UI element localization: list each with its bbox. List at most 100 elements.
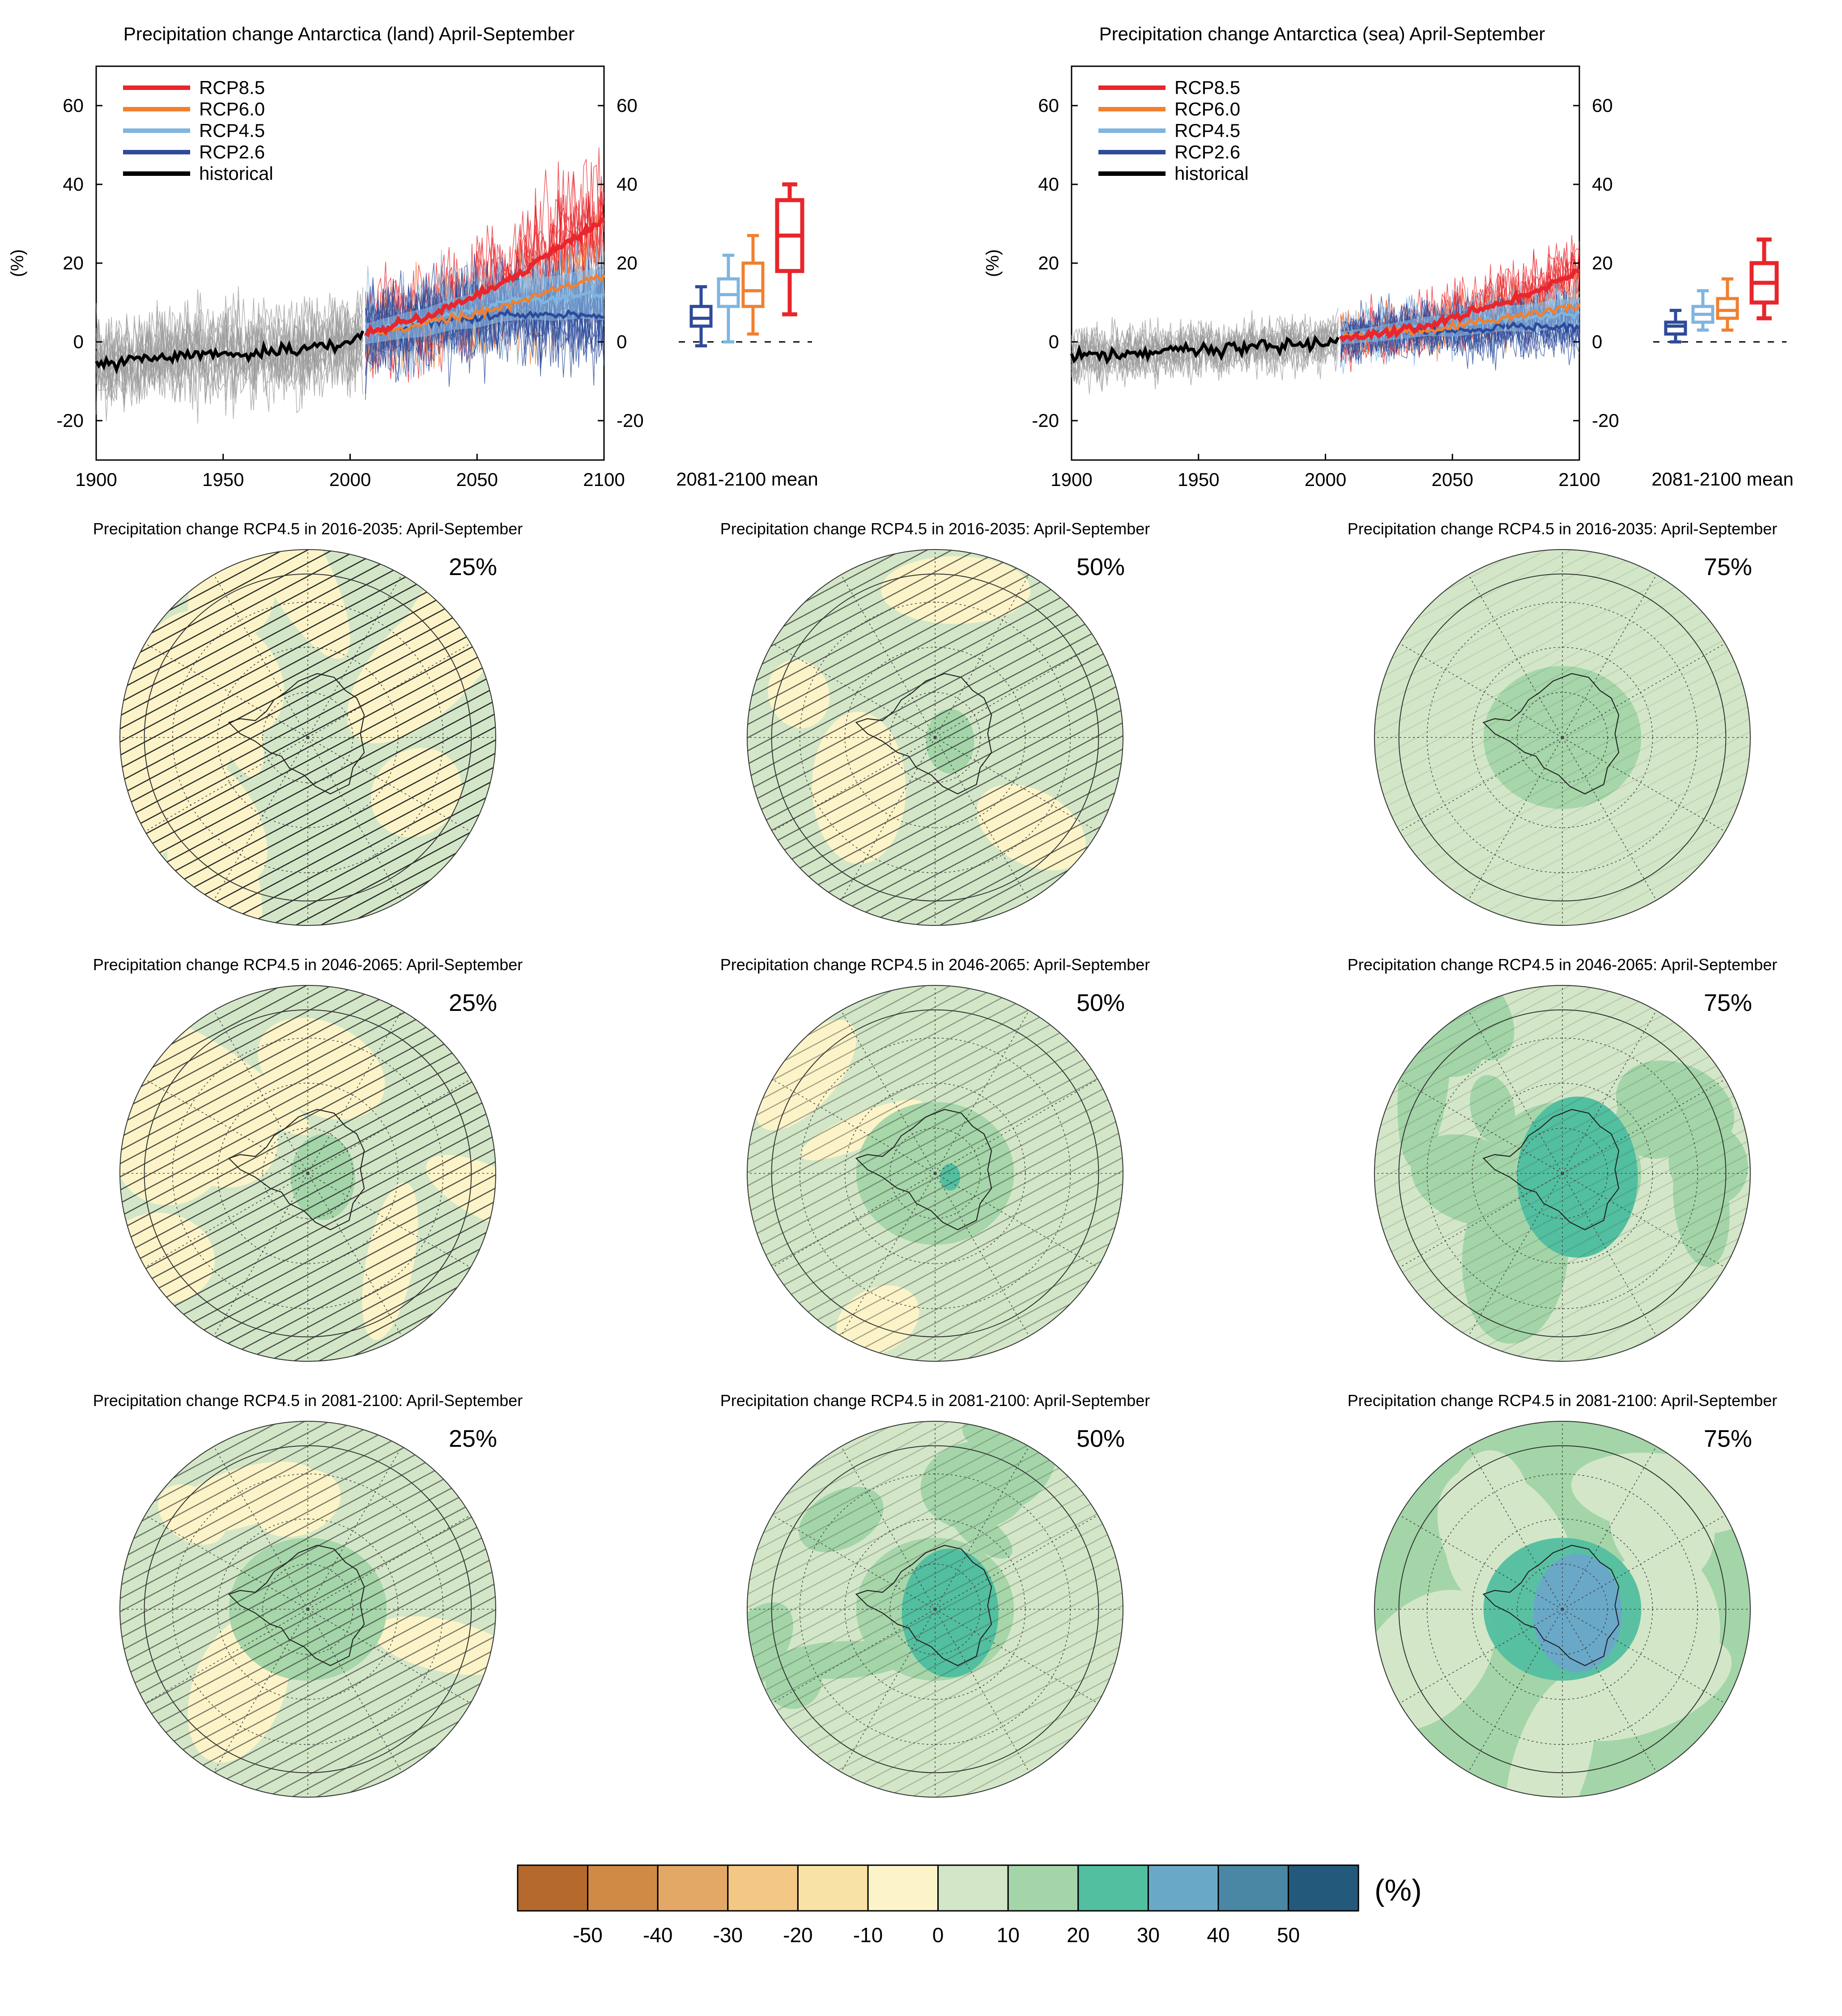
plot-content: 1900 1950 2000 2050 2100 -20 -20 0 0 20 20 40 40 60 60	[56, 95, 643, 490]
antarctica-coastline	[228, 1109, 365, 1231]
map-field	[1374, 1421, 1750, 1797]
map-panel: Precipitation change RCP4.5 in 2046-2065…	[720, 955, 1150, 1362]
legend-label: historical	[199, 163, 273, 184]
box-iqr	[689, 305, 713, 328]
colorbar-tick-label: 0	[932, 1923, 944, 1947]
latitude-circle-outer	[1398, 1009, 1727, 1338]
ts-ylabel: (%)	[8, 249, 27, 277]
colorbar-ticks: -50 -40 -30 -20 -10 0 10 20 30 40 50	[573, 1923, 1300, 1947]
colorbar-cell	[517, 1864, 589, 1912]
map-percentile: 50%	[1076, 554, 1125, 580]
antarctica-coastline	[855, 673, 992, 795]
map-border	[747, 1421, 1123, 1798]
map-title: Precipitation change RCP4.5 in 2046-2065…	[1348, 955, 1778, 974]
colorbar-cells	[517, 1864, 1359, 1912]
ts-title: Precipitation change Antarctica (land) A…	[123, 23, 575, 44]
colorbar-cell	[1147, 1864, 1219, 1912]
ts-title: Precipitation change Antarctica (sea) Ap…	[1099, 23, 1545, 44]
antarctica-coastline	[855, 1545, 992, 1667]
y-tick-label: 40	[1038, 174, 1059, 195]
y-tick-label: 20	[63, 252, 84, 273]
colorbar-tick-label: 20	[1067, 1923, 1089, 1947]
colorbar-tick-label: 10	[997, 1923, 1020, 1947]
map-percentile: 25%	[449, 1425, 497, 1452]
ts-ylabel: (%)	[983, 249, 1003, 277]
map-panel: Precipitation change RCP4.5 in 2046-2065…	[1348, 955, 1778, 1362]
polar-map	[1374, 549, 1751, 926]
box-iqr	[1716, 297, 1739, 320]
colorbar-tick-label: -20	[783, 1923, 813, 1947]
polar-map	[119, 985, 496, 1362]
legend-label: RCP8.5	[199, 77, 265, 98]
x-tick-label: 2100	[583, 469, 625, 490]
y-tick-label: 60	[63, 95, 84, 116]
map-core-anomaly	[1533, 1554, 1622, 1672]
historical-mean-line	[1070, 334, 1340, 365]
legend-label: RCP4.5	[1174, 120, 1240, 141]
map-panel: Precipitation change RCP4.5 in 2046-2065…	[93, 955, 523, 1362]
map-field	[120, 985, 496, 1361]
historical-model-line	[96, 301, 363, 415]
rcp85-mean-line	[1339, 268, 1580, 343]
y-tick-label: -20	[56, 410, 84, 431]
plot-content: 1900 1950 2000 2050 2100 -20 -20 0 0 20 20 40 40 60 60	[1032, 95, 1619, 490]
colorbar-cell	[937, 1864, 1009, 1912]
x-tick-label: 2050	[1432, 469, 1473, 490]
map-anomaly-patch	[1559, 1637, 1732, 1741]
colorbar-cell	[1217, 1864, 1289, 1912]
rcp60-mean-line	[365, 273, 605, 337]
legend-label: RCP6.0	[199, 98, 265, 119]
map-title: Precipitation change RCP4.5 in 2081-2100…	[720, 1391, 1150, 1410]
map-panel: Precipitation change RCP4.5 in 2016-2035…	[720, 520, 1150, 926]
colorbar-tick-label: 50	[1277, 1923, 1300, 1947]
y-tick-label: -20	[1032, 410, 1059, 431]
map-field	[747, 985, 1123, 1361]
rcp85-mean-line	[364, 217, 605, 338]
latitude-circle-outer	[771, 1445, 1099, 1773]
y-tick-label: 0	[73, 331, 84, 352]
x-tick-label: 2050	[456, 469, 498, 490]
map-panel: Precipitation change RCP4.5 in 2081-2100…	[93, 1391, 523, 1798]
colorbar-cell	[1007, 1864, 1079, 1912]
map-title: Precipitation change RCP4.5 in 2046-2065…	[720, 955, 1150, 974]
historical-mean-line	[94, 330, 365, 375]
map-field	[120, 1421, 496, 1797]
x-tick-label: 1950	[202, 469, 244, 490]
colorbar-unit: (%)	[1374, 1873, 1422, 1907]
map-title: Precipitation change RCP4.5 in 2016-2035…	[720, 520, 1150, 538]
map-field	[1374, 550, 1750, 925]
map-percentile: 50%	[1076, 1425, 1125, 1452]
y-tick-label: 20	[1592, 252, 1613, 273]
y-tick-label: 20	[1038, 252, 1059, 273]
y-tick-label: 60	[1592, 95, 1613, 116]
map-border	[119, 549, 496, 926]
map-title: Precipitation change RCP4.5 in 2081-2100…	[93, 1391, 523, 1410]
y-tick-label: 40	[1592, 174, 1613, 195]
historical-model-line	[1071, 319, 1339, 381]
y-tick-label: -20	[1592, 410, 1619, 431]
y-tick-label: 0	[1592, 331, 1602, 352]
map-field	[1374, 985, 1750, 1361]
map-percentile: 25%	[449, 554, 497, 580]
antarctica-coastline	[1482, 1109, 1620, 1231]
latitude-circle-outer	[144, 573, 472, 902]
polar-map	[1374, 1421, 1751, 1798]
historical-model-line	[96, 297, 363, 412]
box-iqr	[1664, 320, 1687, 336]
x-tick-label: 2000	[1305, 469, 1346, 490]
map-panel: Precipitation change RCP4.5 in 2016-2035…	[93, 520, 523, 926]
map-anomaly-patch	[1609, 1468, 1715, 1584]
antarctica-coastline	[855, 1109, 992, 1231]
legend-label: historical	[1174, 163, 1249, 184]
latitude-circle-outer	[144, 1445, 472, 1773]
polar-map	[747, 985, 1123, 1362]
historical-model-line	[1071, 320, 1339, 374]
colorbar-tick-label: -10	[853, 1923, 883, 1947]
map-title: Precipitation change RCP4.5 in 2016-2035…	[93, 520, 523, 538]
legend-label: RCP8.5	[1174, 77, 1240, 98]
map-border	[119, 985, 496, 1362]
y-tick-label: 60	[617, 95, 638, 116]
map-field	[747, 550, 1123, 925]
